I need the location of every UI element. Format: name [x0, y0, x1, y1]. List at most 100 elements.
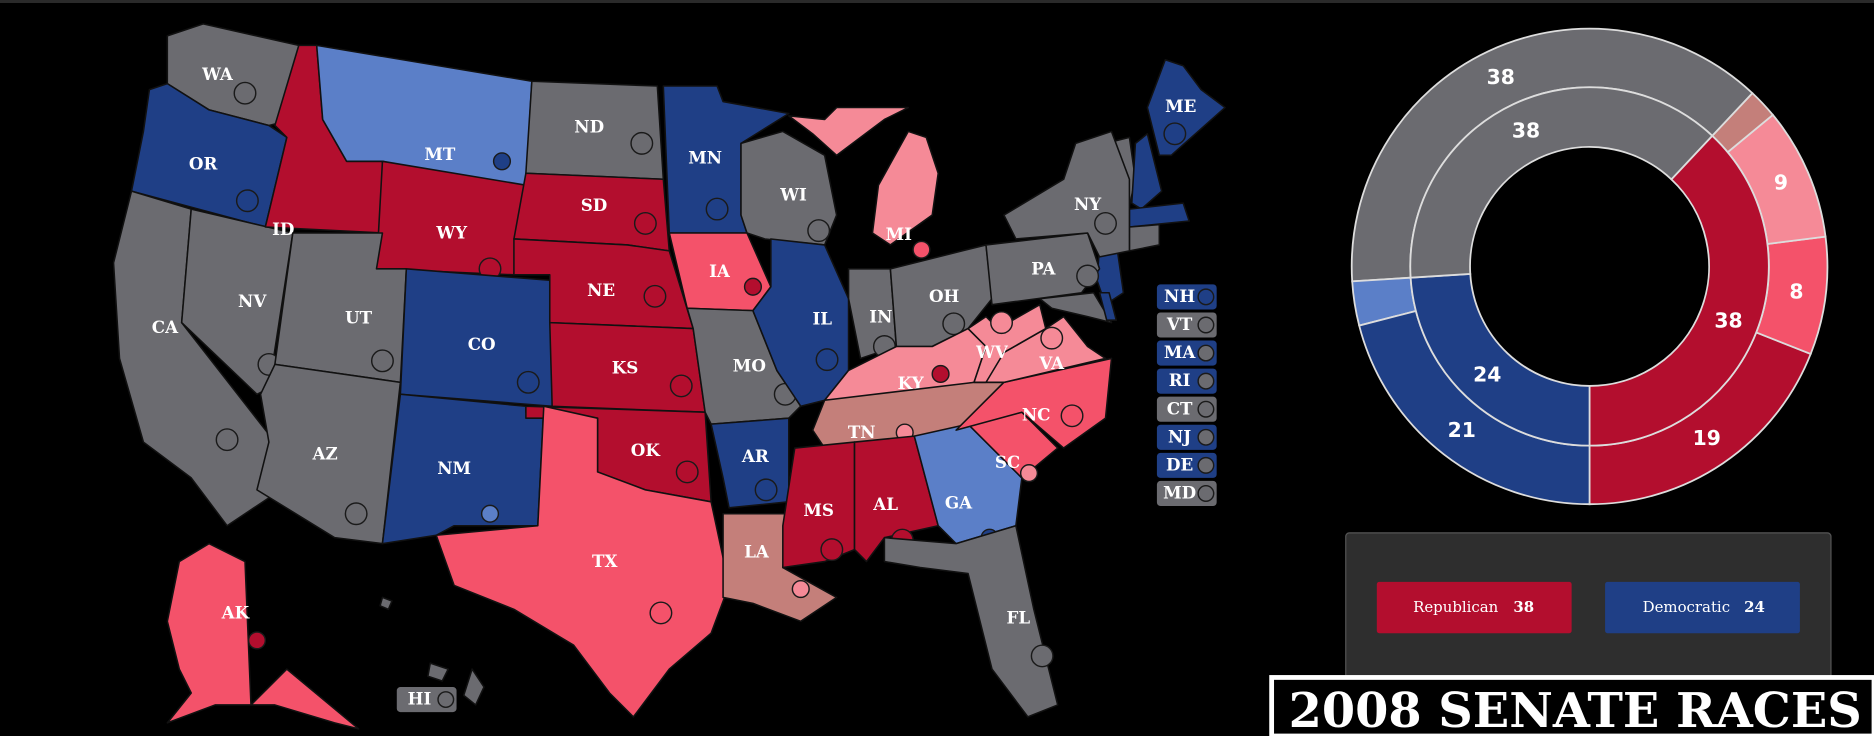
- rating-marker[interactable]: [754, 478, 778, 502]
- state-shape: [166, 542, 360, 730]
- donut-segment[interactable]: [1588, 134, 1770, 447]
- rating-marker[interactable]: [820, 538, 844, 562]
- small-state-hi[interactable]: HI: [396, 687, 457, 713]
- rating-marker[interactable]: [233, 81, 257, 105]
- small-state-nh[interactable]: NH: [1156, 284, 1217, 310]
- rating-marker[interactable]: [1019, 464, 1039, 483]
- rating-marker[interactable]: [344, 502, 368, 526]
- rating-marker[interactable]: [705, 197, 729, 221]
- state-wy[interactable]: WY: [375, 160, 527, 281]
- state-nc[interactable]: NC: [955, 357, 1113, 449]
- donut-segment[interactable]: [1409, 272, 1591, 447]
- donut-label: 38: [1487, 65, 1515, 89]
- rating-marker[interactable]: [643, 284, 667, 308]
- state-ms[interactable]: MS: [782, 441, 856, 569]
- small-state-label: HI: [408, 689, 432, 709]
- state-ut[interactable]: UT: [274, 232, 408, 384]
- rating-marker[interactable]: [370, 349, 394, 373]
- rating-marker[interactable]: [1040, 326, 1064, 350]
- small-state-ct[interactable]: CT: [1156, 396, 1217, 422]
- new-hampshire-shape: [1131, 133, 1163, 210]
- state-label: ND: [574, 116, 604, 136]
- state-il[interactable]: IL: [752, 238, 850, 408]
- small-state-ri[interactable]: RI: [1156, 368, 1217, 394]
- state-wi[interactable]: WI: [740, 130, 838, 246]
- rating-marker[interactable]: [516, 370, 540, 394]
- rating-marker[interactable]: [633, 211, 657, 235]
- state-nm[interactable]: NM: [381, 393, 545, 545]
- state-ak[interactable]: AK: [166, 542, 360, 730]
- state-label: NY: [1074, 194, 1102, 214]
- state-oh[interactable]: OH: [889, 244, 993, 348]
- state-mi[interactable]: MI: [871, 130, 939, 259]
- rating-marker[interactable]: [630, 131, 654, 155]
- rating-marker[interactable]: [942, 312, 966, 336]
- state-label: AL: [872, 494, 898, 514]
- rating-marker[interactable]: [743, 277, 763, 296]
- rating-marker[interactable]: [480, 504, 500, 523]
- small-state-vt[interactable]: VT: [1156, 312, 1217, 338]
- state-me[interactable]: ME: [1146, 58, 1226, 157]
- rating-marker[interactable]: [1076, 264, 1100, 288]
- small-state-label: MD: [1163, 483, 1196, 503]
- state-wa[interactable]: WA: [166, 23, 300, 127]
- state-ar[interactable]: AR: [710, 417, 790, 509]
- rating-marker: [437, 691, 455, 709]
- rating-marker[interactable]: [215, 428, 239, 452]
- democratic-button[interactable]: Democratic 24: [1605, 581, 1800, 634]
- small-state-md[interactable]: MD: [1156, 480, 1217, 506]
- small-state-label: CT: [1167, 398, 1193, 418]
- rating-marker[interactable]: [247, 631, 267, 650]
- rating-marker[interactable]: [669, 374, 693, 398]
- state-wv[interactable]: WV: [967, 303, 1047, 384]
- state-az[interactable]: AZ: [256, 363, 402, 545]
- state-ks[interactable]: KS: [548, 321, 706, 413]
- state-shape: [883, 524, 1059, 718]
- rating-marker[interactable]: [1030, 644, 1054, 668]
- state-tx[interactable]: TX: [435, 405, 730, 718]
- state-ne[interactable]: NE: [513, 238, 694, 330]
- democratic-count: 24: [1744, 598, 1765, 616]
- state-ga[interactable]: GA: [913, 423, 1023, 547]
- rating-marker[interactable]: [791, 579, 810, 599]
- donut-segment[interactable]: [1409, 86, 1714, 279]
- donut-label: 38: [1714, 308, 1742, 332]
- small-state-ma[interactable]: MA: [1156, 340, 1217, 366]
- state-ok[interactable]: OK: [525, 405, 712, 503]
- rating-marker[interactable]: [649, 601, 673, 625]
- state-ny[interactable]: NY: [1003, 130, 1131, 258]
- rating-marker[interactable]: [1094, 211, 1117, 235]
- small-state-nj[interactable]: NJ: [1156, 424, 1217, 450]
- rating-marker[interactable]: [807, 219, 831, 243]
- state-fl[interactable]: FL: [883, 524, 1059, 718]
- rating-marker[interactable]: [815, 348, 839, 372]
- donut-label: 38: [1512, 118, 1540, 142]
- state-label: TN: [848, 422, 876, 442]
- state-label: OR: [189, 153, 218, 173]
- rating-marker[interactable]: [931, 364, 950, 384]
- rating-marker[interactable]: [912, 240, 931, 259]
- republican-button[interactable]: Republican 38: [1376, 581, 1572, 634]
- state-label: NE: [587, 280, 615, 300]
- state-va[interactable]: VA: [973, 315, 1107, 384]
- state-nd[interactable]: ND: [525, 80, 665, 180]
- rating-marker[interactable]: [235, 189, 259, 213]
- state-label: IA: [709, 261, 731, 281]
- rating-marker[interactable]: [492, 152, 512, 171]
- state-al[interactable]: AL: [853, 435, 939, 563]
- state-label: MI: [886, 224, 913, 244]
- state-label: ID: [272, 219, 294, 239]
- state-ia[interactable]: IA: [668, 232, 772, 312]
- rating-marker[interactable]: [990, 311, 1014, 335]
- small-state-de[interactable]: DE: [1156, 452, 1217, 478]
- democratic-label: Democratic: [1643, 598, 1730, 616]
- state-co[interactable]: CO: [399, 268, 557, 408]
- rating-marker[interactable]: [1163, 122, 1187, 146]
- state-label: PA: [1031, 259, 1056, 279]
- state-label: FL: [1006, 607, 1030, 627]
- rating-marker[interactable]: [1060, 404, 1084, 428]
- state-sd[interactable]: SD: [513, 172, 671, 252]
- state-in[interactable]: IN: [847, 268, 898, 360]
- hawaii-island: [427, 662, 449, 682]
- rating-marker[interactable]: [675, 460, 699, 484]
